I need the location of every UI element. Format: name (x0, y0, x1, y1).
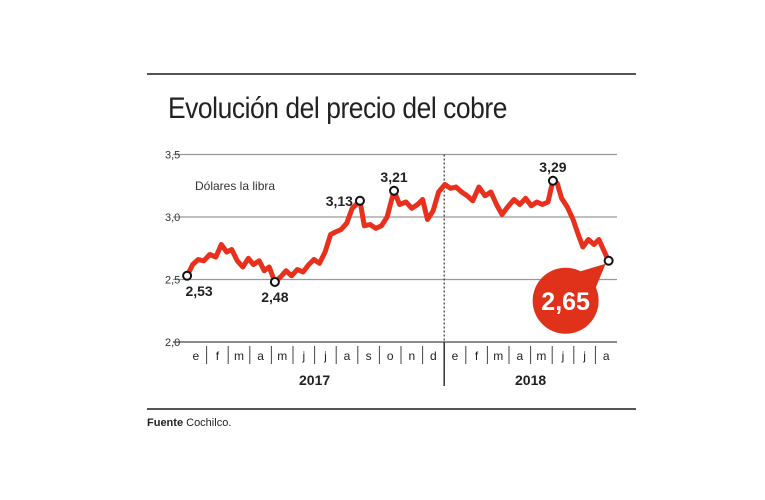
y-tick-label: 3,5 (165, 150, 180, 162)
month-label: a (257, 349, 264, 363)
data-point-marker (354, 195, 365, 206)
month-label: a (516, 349, 523, 363)
year-label: 2018 (515, 372, 546, 388)
data-point-marker (389, 185, 400, 196)
year-label: 2017 (299, 372, 330, 388)
month-label: m (536, 349, 546, 363)
data-label: 3,29 (539, 159, 566, 175)
top-rule (147, 73, 636, 75)
bottom-rule (147, 408, 636, 410)
month-label: j (323, 349, 327, 363)
month-label: m (277, 349, 287, 363)
month-label: j (561, 349, 565, 363)
data-label: 2,48 (261, 289, 288, 305)
chart-title: Evolución del precio del cobre (168, 92, 508, 125)
y-tick-label: 2,5 (165, 275, 180, 287)
unit-label: Dólares la libra (195, 179, 275, 193)
price-line (184, 178, 611, 285)
y-tick-label: 3,0 (165, 212, 180, 224)
month-label: j (582, 349, 586, 363)
month-label: j (301, 349, 305, 363)
month-label: s (366, 349, 372, 363)
data-point-marker (182, 270, 193, 281)
highlight-bubble (532, 267, 599, 334)
month-label: e (452, 349, 459, 363)
bubble-pointer (575, 263, 606, 293)
month-label: f (475, 349, 479, 363)
month-label: o (387, 349, 394, 363)
month-label: n (408, 349, 415, 363)
month-label: m (234, 349, 244, 363)
month-label: m (493, 349, 503, 363)
month-label: a (344, 349, 351, 363)
data-label: 3,21 (380, 169, 407, 185)
month-label: e (192, 349, 199, 363)
source-label: Fuente (147, 417, 184, 429)
data-point-marker (603, 255, 614, 266)
month-label: a (603, 349, 610, 363)
highlight-value: 2,65 (541, 288, 590, 316)
source-name: Cochilco. (186, 417, 232, 429)
y-tick-label: 2,0 (165, 337, 180, 349)
data-label: 3,13 (326, 193, 353, 209)
source-note: Fuente Cochilco. (147, 417, 231, 429)
data-label: 2,53 (185, 283, 212, 299)
month-label: f (216, 349, 220, 363)
month-label: d (430, 349, 437, 363)
data-point-marker (547, 175, 558, 186)
data-point-marker (269, 277, 280, 287)
